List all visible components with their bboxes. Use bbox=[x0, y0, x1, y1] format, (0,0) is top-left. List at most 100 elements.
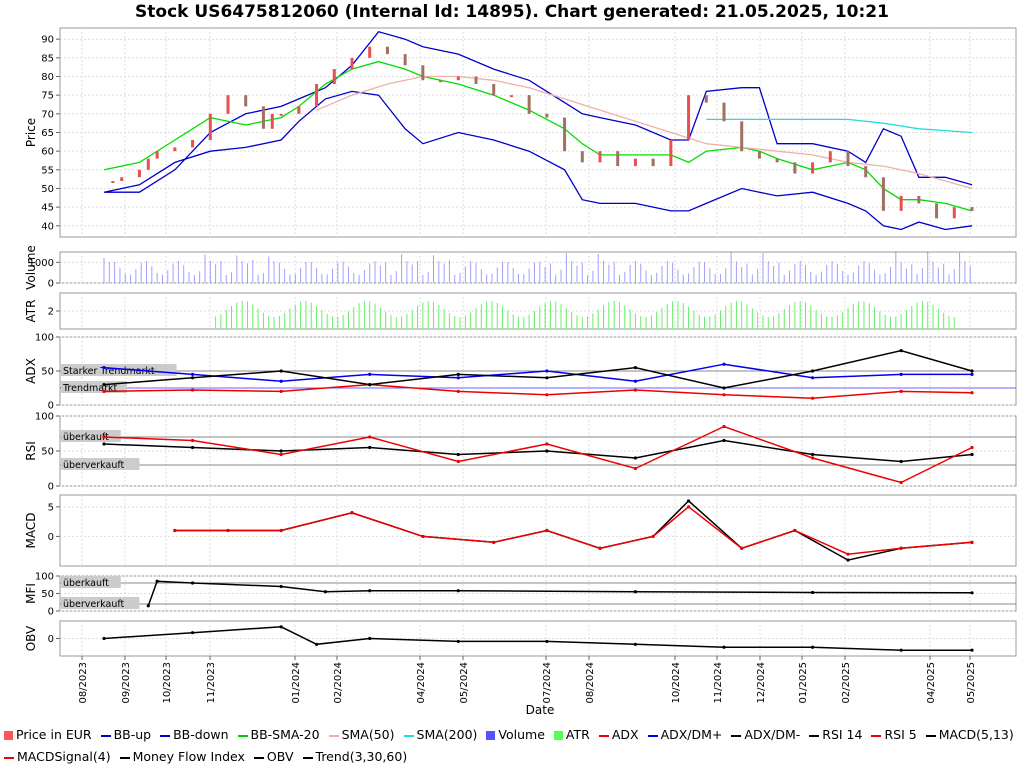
legend-label: MACDSignal(4) bbox=[17, 749, 111, 764]
rsi-point bbox=[810, 456, 815, 460]
macd-point bbox=[686, 505, 691, 509]
x-tick-label: 12/2024 bbox=[756, 662, 767, 704]
x-tick-label: 04/2024 bbox=[416, 662, 427, 704]
price-candle bbox=[846, 151, 850, 167]
legend-swatch bbox=[253, 756, 264, 759]
legend-swatch bbox=[647, 734, 658, 737]
legend-item: MACD(5,13) bbox=[925, 727, 1014, 742]
price-candle bbox=[864, 166, 868, 178]
macd-panel: MACD 0 5 bbox=[24, 494, 1017, 567]
legend-swatch bbox=[119, 756, 130, 759]
rsi-point bbox=[899, 480, 903, 485]
price-candle bbox=[439, 80, 443, 83]
rsi-point bbox=[722, 438, 726, 443]
mfi-point bbox=[970, 591, 974, 595]
adx-annotation: Starker Trendmarkt bbox=[63, 366, 155, 377]
obv-point bbox=[810, 645, 815, 649]
price-candle bbox=[740, 121, 744, 152]
price-panel: Price 40 45 50 55 60 65 70 75 80 85 90 bbox=[24, 27, 1017, 238]
legend-swatch bbox=[871, 734, 882, 737]
adx-point bbox=[722, 362, 726, 366]
price-candle bbox=[545, 113, 549, 118]
legend-item: BB-down bbox=[160, 727, 229, 742]
legend-label: BB-down bbox=[173, 727, 229, 742]
rsi-ylabel: RSI bbox=[24, 441, 38, 461]
volume-panel: Volume 0 1000 bbox=[24, 245, 1017, 290]
price-candle bbox=[881, 177, 885, 211]
rsi-ytick-label: 0 bbox=[48, 482, 54, 493]
rsi-point bbox=[633, 466, 638, 471]
legend-swatch bbox=[553, 731, 563, 740]
rsi-annotation: überverkauft bbox=[63, 460, 125, 471]
price-ytick-label: 80 bbox=[41, 72, 54, 83]
legend-swatch bbox=[302, 756, 313, 759]
legend-label: ADX/DM+ bbox=[660, 727, 723, 742]
price-candle bbox=[421, 65, 425, 81]
price-candle bbox=[261, 106, 265, 129]
adx-annotation: Trendmarkt bbox=[62, 383, 117, 394]
mfi-point bbox=[146, 604, 150, 608]
macd-point bbox=[970, 540, 974, 544]
price-candle bbox=[633, 158, 637, 167]
price-candle bbox=[917, 195, 921, 204]
rsi-point bbox=[545, 449, 549, 453]
rsi-point bbox=[456, 459, 460, 464]
price-ytick-label: 60 bbox=[41, 147, 54, 158]
x-tick-label: 01/2025 bbox=[798, 662, 809, 704]
rsi-annotation: überkauft bbox=[63, 432, 109, 443]
price-series-sma-200- bbox=[706, 118, 973, 134]
obv-point bbox=[633, 642, 638, 646]
adx-point bbox=[970, 372, 974, 376]
adx-point bbox=[102, 389, 106, 393]
mfi-annotation-bg bbox=[61, 597, 140, 609]
obv-point bbox=[545, 639, 549, 644]
price-candle bbox=[208, 113, 212, 140]
legend-item: RSI 14 bbox=[809, 727, 862, 742]
macd-point bbox=[492, 540, 496, 544]
obv-panel: OBV 0 bbox=[24, 620, 1017, 657]
x-tick-label: 10/2023 bbox=[162, 662, 173, 704]
rsi-ytick-label: 100 bbox=[35, 412, 54, 423]
price-candle bbox=[111, 181, 115, 184]
rsi-panel: RSI 0 50 100 überkauft überverkauft bbox=[24, 412, 1017, 493]
price-candle bbox=[669, 139, 673, 167]
price-candle bbox=[509, 95, 513, 98]
macd-ytick-label: 5 bbox=[48, 502, 54, 513]
price-ytick-label: 50 bbox=[41, 184, 54, 195]
legend-item: ADX bbox=[598, 727, 639, 742]
price-candle bbox=[403, 54, 407, 66]
legend-swatch bbox=[486, 731, 496, 740]
macd-ytick-label: 0 bbox=[48, 532, 54, 543]
legend-label: Trend(3,30,60) bbox=[315, 749, 408, 764]
legend-label: SMA(50) bbox=[341, 727, 395, 742]
obv-point bbox=[102, 636, 106, 641]
legend-label: SMA(200) bbox=[416, 727, 478, 742]
price-ylabel: Price bbox=[24, 118, 38, 147]
mfi-panel: MFI 0 50 100 überkauft überverkauft bbox=[24, 572, 1017, 618]
price-candle bbox=[704, 95, 708, 103]
macd-point bbox=[686, 499, 691, 503]
price-ytick-label: 75 bbox=[41, 91, 54, 102]
price-candle bbox=[757, 151, 761, 159]
rsi-point bbox=[368, 445, 372, 450]
legend-item: BB-SMA-20 bbox=[237, 727, 320, 742]
price-candle bbox=[332, 69, 336, 84]
macd-point bbox=[598, 546, 602, 550]
volume-ylabel: Volume bbox=[24, 245, 38, 290]
price-ytick-label: 85 bbox=[41, 53, 54, 64]
mfi-ytick-label: 0 bbox=[48, 607, 54, 618]
rsi-point bbox=[368, 435, 372, 439]
mfi-point bbox=[633, 590, 638, 594]
x-tick-label: 09/2023 bbox=[121, 662, 132, 704]
legend-label: BB-up bbox=[113, 727, 152, 742]
legend-item: OBV bbox=[253, 749, 294, 764]
price-candle bbox=[492, 83, 496, 96]
legend-swatch bbox=[925, 734, 936, 737]
price-candle bbox=[828, 151, 832, 163]
x-tick-label: 11/2024 bbox=[713, 662, 724, 704]
legend-swatch bbox=[403, 734, 414, 737]
price-candle bbox=[474, 76, 478, 84]
mfi-annotation: überkauft bbox=[63, 578, 109, 589]
rsi-point bbox=[456, 452, 460, 457]
price-ytick-label: 70 bbox=[41, 109, 54, 120]
